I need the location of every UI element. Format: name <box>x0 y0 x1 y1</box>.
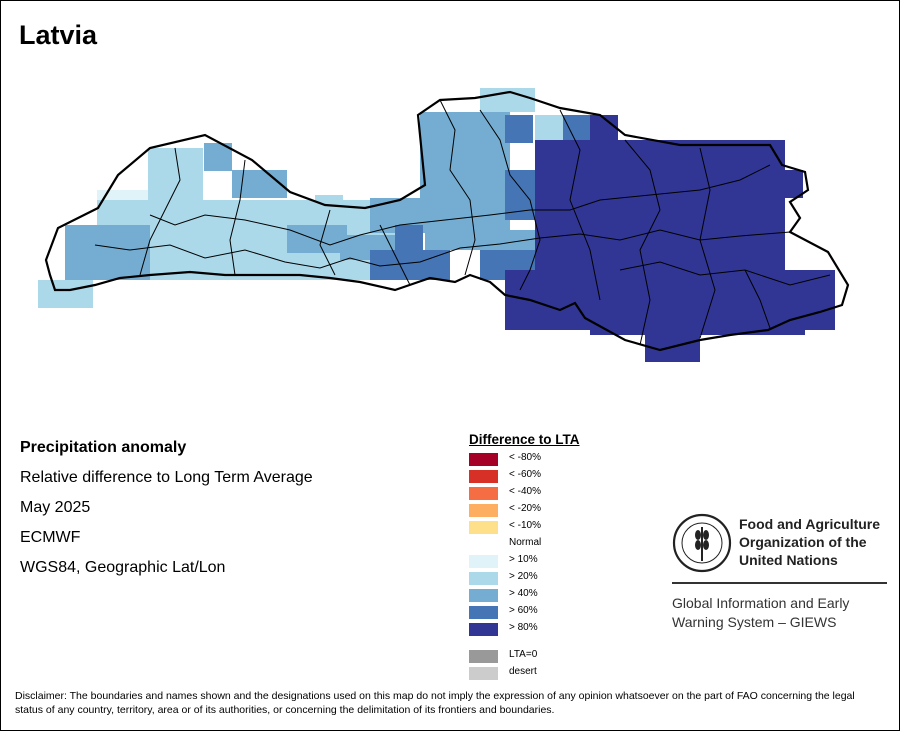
legend-swatch <box>469 487 498 500</box>
info-period: May 2025 <box>20 499 91 516</box>
inner-boundary <box>379 224 411 286</box>
map-title: Latvia <box>19 20 98 50</box>
legend-item: < -20% <box>469 502 580 519</box>
logo-divider <box>672 582 887 584</box>
map-info: Precipitation anomaly Relative differenc… <box>20 437 313 587</box>
legend-label: > 10% <box>509 554 538 565</box>
legend-item: > 80% <box>469 621 580 638</box>
legend-label: > 80% <box>509 622 538 633</box>
legend-item: > 60% <box>469 604 580 621</box>
legend-item: > 40% <box>469 587 580 604</box>
legend-label: > 20% <box>509 571 538 582</box>
legend-item: > 20% <box>469 570 580 587</box>
legend-label: < -60% <box>509 469 541 480</box>
legend-label: > 40% <box>509 588 538 599</box>
legend-label: Normal <box>509 537 542 548</box>
legend-item: LTA=0 <box>469 648 580 665</box>
inner-boundary <box>439 99 476 276</box>
inner-boundary <box>699 147 716 339</box>
legend-swatch <box>469 606 498 619</box>
inner-boundary <box>619 261 831 286</box>
legend-swatch <box>469 572 498 585</box>
legend-label: < -20% <box>509 503 541 514</box>
legend-title: Difference to LTA <box>469 432 580 447</box>
anomaly-cell <box>563 115 591 143</box>
inner-boundary <box>139 147 181 276</box>
anomaly-map <box>38 88 850 362</box>
inner-boundary <box>319 209 336 276</box>
admin-boundaries <box>44 90 850 352</box>
anomaly-cell <box>735 290 835 308</box>
inner-boundary <box>624 139 661 346</box>
legend-swatch <box>469 623 498 636</box>
anomaly-cell <box>535 115 563 143</box>
legend-label: < -10% <box>509 520 541 531</box>
fao-name: Food and Agriculture Organization of the… <box>739 515 880 569</box>
fao-emblem-icon <box>672 513 732 573</box>
inner-boundary <box>94 229 791 269</box>
legend-label: < -80% <box>509 452 541 463</box>
giews-line: Global Information and Early <box>672 595 850 611</box>
giews-name: Global Information and Early Warning Sys… <box>672 594 849 632</box>
country-outline <box>44 90 850 352</box>
inner-boundary <box>744 269 771 329</box>
legend-item: < -40% <box>469 485 580 502</box>
info-projection: WGS84, Geographic Lat/Lon <box>20 559 226 576</box>
info-source: ECMWF <box>20 529 81 546</box>
legend-swatch <box>469 521 498 534</box>
fao-name-line: United Nations <box>739 552 838 568</box>
anomaly-cell <box>370 250 450 280</box>
inner-boundary <box>479 109 541 291</box>
legend-item: < -10% <box>469 519 580 536</box>
info-subheading: Relative difference to Long Term Average <box>20 469 313 486</box>
legend-label: > 60% <box>509 605 538 616</box>
legend-swatch <box>469 453 498 466</box>
inner-boundary <box>149 164 771 246</box>
legend-swatch <box>469 470 498 483</box>
anomaly-cell <box>65 225 150 280</box>
anomaly-grid <box>38 88 835 362</box>
anomaly-cell <box>287 225 347 253</box>
legend: Difference to LTA < -80% < -60% < -40% < -2… <box>469 432 580 682</box>
legend-swatch <box>469 555 498 568</box>
legend-item <box>469 638 580 648</box>
anomaly-cell <box>315 195 343 223</box>
legend-label: LTA=0 <box>509 649 538 660</box>
anomaly-cell <box>420 112 510 210</box>
legend-swatch <box>469 589 498 602</box>
legend-swatch <box>469 650 498 663</box>
disclaimer: Disclaimer: The boundaries and names sho… <box>15 690 855 716</box>
fao-name-line: Food and Agriculture <box>739 516 881 532</box>
info-heading: Precipitation anomaly <box>20 439 187 456</box>
legend-item: > 10% <box>469 553 580 570</box>
legend-item: Normal <box>469 536 580 553</box>
legend-item: < -60% <box>469 468 580 485</box>
legend-swatch <box>469 504 498 517</box>
legend-item: desert <box>469 665 580 682</box>
legend-label: < -40% <box>509 486 541 497</box>
legend-swatch <box>469 667 498 680</box>
anomaly-cell <box>505 115 533 143</box>
legend-item: < -80% <box>469 451 580 468</box>
anomaly-cell <box>590 115 618 143</box>
anomaly-cell <box>775 170 803 198</box>
inner-boundary <box>559 109 601 301</box>
anomaly-cell <box>38 280 93 308</box>
inner-boundary <box>229 159 246 276</box>
legend-items: < -80% < -60% < -40% < -20% < -10% Normal > 10… <box>469 451 580 682</box>
giews-line: Warning System – GIEWS <box>672 614 837 630</box>
anomaly-cell <box>232 170 287 198</box>
fao-name-line: Organization of the <box>739 534 867 550</box>
anomaly-cell <box>395 225 423 250</box>
legend-label: desert <box>509 666 537 677</box>
